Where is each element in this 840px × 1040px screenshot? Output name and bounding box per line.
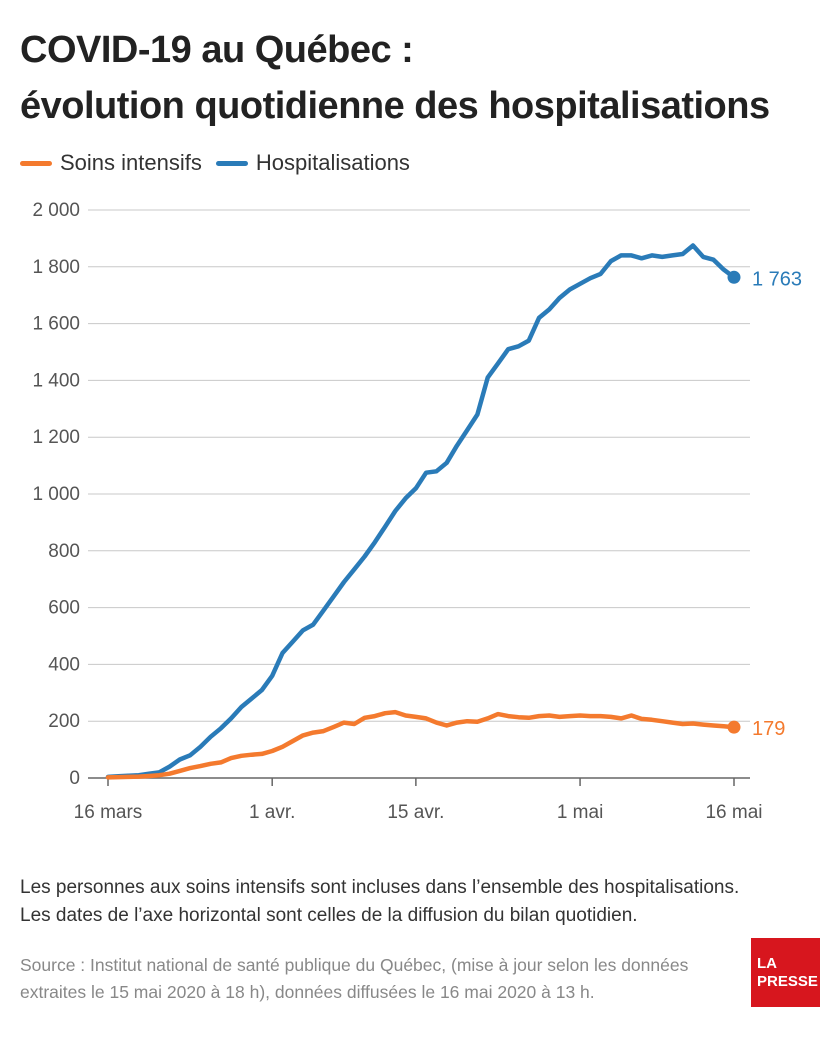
end-point-marker: [727, 720, 741, 734]
y-tick-label: 200: [48, 711, 80, 732]
series-line-hospitalisations: [105, 243, 737, 780]
x-tick-label: 1 avr.: [249, 802, 295, 823]
note-line-1: Les personnes aux soins intensifs sont i…: [20, 877, 740, 898]
line-chart: 0 200 400 600 800 1 000 1 200 1 400 1 600 1 800 2 …: [32, 200, 802, 823]
end-value-label: 1 763: [752, 268, 802, 290]
y-tick-label: 1 400: [32, 370, 80, 391]
x-tick-label: 16 mai: [705, 802, 762, 823]
y-tick-label: 2 000: [32, 200, 80, 221]
y-tick-label: 1 000: [32, 484, 80, 505]
y-tick-label: 600: [48, 598, 80, 619]
legend-label-hospitalisations: Hospitalisations: [255, 150, 410, 175]
legend-label-soins-intensifs: Soins intensifs: [60, 150, 202, 175]
note-line-2: Les dates de l’axe horizontal sont celle…: [20, 905, 638, 926]
legend-swatch-soins-intensifs: [20, 160, 52, 166]
logo-line-2: PRESSE: [757, 972, 818, 990]
chart-title: COVID-19 au Québec : évolution quotidien…: [20, 22, 820, 134]
title-line-2: évolution quotidienne des hospitalisatio…: [20, 85, 770, 127]
y-tick-label: 400: [48, 654, 80, 675]
source-line-1: Source : Institut national de santé publ…: [20, 955, 689, 975]
end-value-label: 179: [752, 718, 785, 740]
la-presse-logo: LA PRESSE: [751, 938, 820, 1007]
end-point-marker: [727, 270, 741, 284]
series-line-soins-intensifs: [105, 709, 737, 780]
x-tick-label: 1 mai: [557, 802, 603, 823]
y-tick-label: 1 600: [32, 314, 80, 335]
title-line-1: COVID-19 au Québec :: [20, 29, 414, 71]
y-tick-label: 1 200: [32, 427, 80, 448]
x-tick-label: 16 mars: [74, 802, 143, 823]
chart-note: Les personnes aux soins intensifs sont i…: [20, 874, 820, 930]
legend-swatch-hospitalisations: [215, 160, 248, 166]
y-tick-label: 1 800: [32, 257, 80, 278]
legend-item-hospitalisations: Hospitalisations: [215, 150, 410, 176]
x-tick-label: 15 avr.: [387, 802, 444, 823]
legend-item-soins-intensifs: Soins intensifs: [20, 150, 202, 176]
source-text: Source : Institut national de santé publ…: [20, 952, 740, 1006]
y-tick-label: 0: [69, 768, 80, 789]
y-tick-label: 800: [48, 541, 80, 562]
legend: Soins intensifs Hospitalisations: [20, 148, 424, 178]
logo-line-1: LA: [757, 954, 777, 972]
source-line-2: extraites le 15 mai 2020 à 18 h), donnée…: [20, 982, 595, 1002]
